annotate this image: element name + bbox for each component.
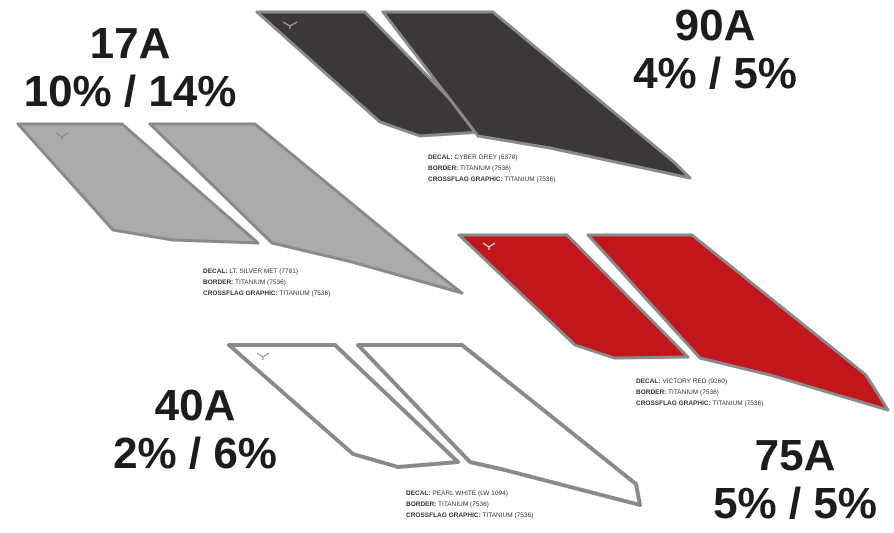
border-value: TITANIUM (7536) bbox=[460, 165, 511, 172]
crossflag-value: TITANIUM (7536) bbox=[504, 176, 556, 183]
crossflag-key: CROSSFLAG GRAPHIC: bbox=[636, 400, 711, 407]
decal-set-90a bbox=[255, 10, 692, 180]
variant-40a-label: 40A 2% / 6% bbox=[95, 382, 295, 477]
decal-key: DECAL: bbox=[406, 490, 431, 497]
border-key: BORDER: bbox=[203, 279, 234, 286]
decal-key: DECAL: bbox=[203, 268, 228, 275]
border-key: BORDER: bbox=[636, 389, 667, 396]
option-percentages: 2% / 6% bbox=[113, 428, 277, 478]
crossflag-value: TITANIUM (7536) bbox=[482, 512, 534, 519]
decal-value: VICTORY RED (9260) bbox=[662, 378, 728, 385]
crossflag-key: CROSSFLAG GRAPHIC: bbox=[428, 176, 503, 183]
variant-75a-label: 75A 5% / 5% bbox=[700, 432, 890, 527]
crossflag-icon bbox=[256, 352, 270, 360]
crossflag-key: CROSSFLAG GRAPHIC: bbox=[406, 512, 481, 519]
decal-value: PEARL WHITE (LW 1094) bbox=[432, 490, 508, 497]
option-percentages: 10% / 14% bbox=[23, 66, 237, 116]
crossflag-key: CROSSFLAG GRAPHIC: bbox=[203, 290, 278, 297]
spec-block-40a: DECAL: PEARL WHITE (LW 1094) BORDER: TIT… bbox=[406, 488, 533, 521]
decal-value: LT. SILVER MET (7781) bbox=[229, 268, 299, 275]
decal-panel-small bbox=[457, 233, 690, 360]
variant-90a-label: 90A 4% / 5% bbox=[620, 2, 810, 97]
decal-panel-large bbox=[381, 10, 692, 180]
border-value: TITANIUM (7536) bbox=[668, 389, 719, 396]
decal-panel-small bbox=[16, 122, 260, 245]
decal-set-17a bbox=[16, 122, 464, 295]
decal-value: CYBER GREY (6378) bbox=[454, 154, 518, 161]
option-code: 17A bbox=[89, 19, 171, 68]
crossflag-icon bbox=[55, 132, 69, 140]
crossflag-value: TITANIUM (7536) bbox=[712, 400, 764, 407]
decal-panel-small bbox=[227, 343, 460, 469]
option-code: 90A bbox=[674, 1, 756, 50]
option-percentages: 4% / 5% bbox=[633, 48, 797, 98]
decal-set-40a bbox=[227, 343, 642, 507]
option-code: 75A bbox=[754, 431, 836, 480]
decal-panel-large bbox=[148, 122, 464, 295]
crossflag-icon bbox=[282, 21, 298, 29]
decal-key: DECAL: bbox=[636, 378, 661, 385]
decal-panel-small bbox=[255, 10, 484, 138]
border-value: TITANIUM (7536) bbox=[235, 279, 286, 286]
crossflag-value: TITANIUM (7536) bbox=[279, 290, 331, 297]
spec-block-90a: DECAL: CYBER GREY (6378) BORDER: TITANIU… bbox=[428, 152, 555, 185]
variant-17a-label: 17A 10% / 14% bbox=[5, 20, 255, 115]
option-percentages: 5% / 5% bbox=[713, 478, 877, 528]
spec-block-17a: DECAL: LT. SILVER MET (7781) BORDER: TIT… bbox=[203, 266, 330, 299]
decal-key: DECAL: bbox=[428, 154, 453, 161]
decal-panel-large bbox=[586, 233, 890, 412]
border-key: BORDER: bbox=[406, 501, 437, 508]
decal-panel-large bbox=[356, 343, 642, 507]
crossflag-icon bbox=[482, 242, 496, 250]
spec-block-75a: DECAL: VICTORY RED (9260) BORDER: TITANI… bbox=[636, 376, 763, 409]
border-value: TITANIUM (7536) bbox=[438, 501, 489, 508]
option-code: 40A bbox=[154, 381, 236, 430]
border-key: BORDER: bbox=[428, 165, 459, 172]
decal-set-75a bbox=[457, 233, 890, 412]
